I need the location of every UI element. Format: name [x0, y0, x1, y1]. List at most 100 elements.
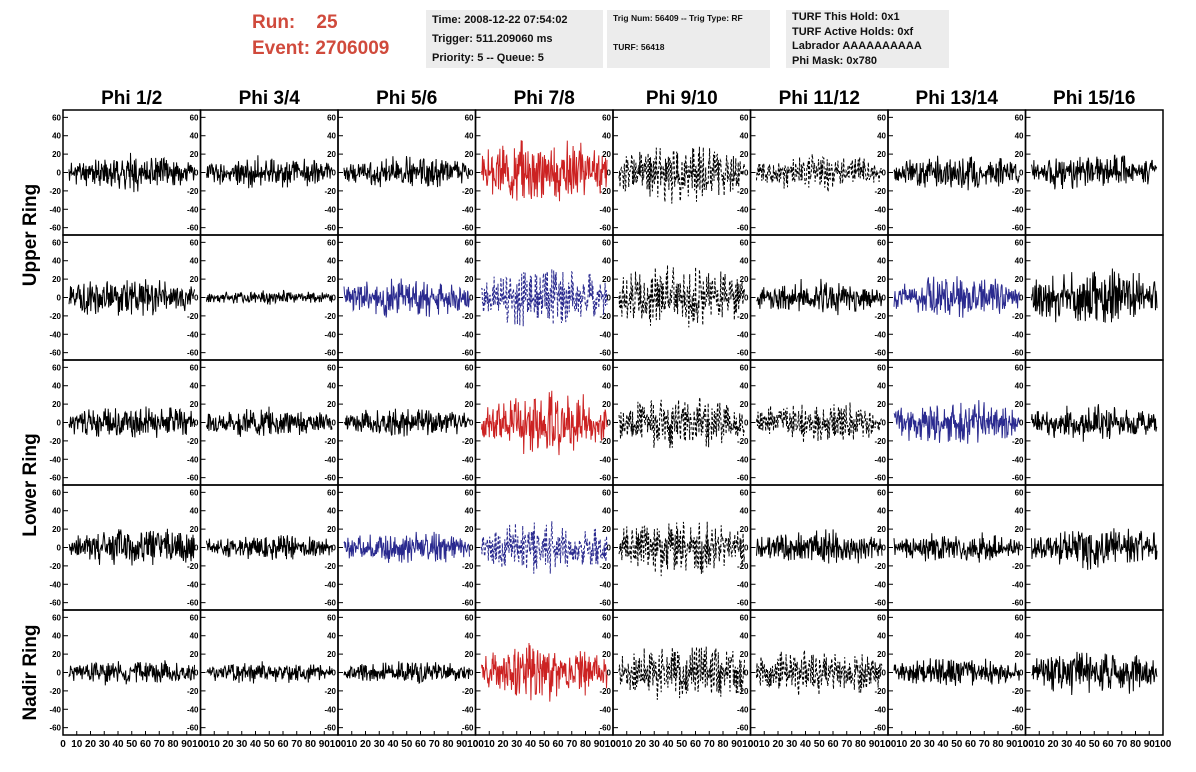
y-tick-label: 20 [1015, 275, 1024, 284]
time-text: Time: 2008-12-22 07:54:02 [432, 14, 568, 26]
x-tick-label: 20 [1047, 739, 1059, 750]
waveform-trace [206, 406, 333, 437]
y-tick-label: -40 [324, 580, 336, 589]
y-tick-label: 0 [1019, 419, 1024, 428]
x-tick-label: 40 [387, 739, 399, 750]
labrador-text: Labrador AAAAAAAAAA [792, 40, 922, 52]
waveform-trace [756, 650, 883, 696]
y-tick-label: 60 [465, 613, 474, 622]
y-tick-label: 0 [1019, 169, 1024, 178]
y-tick-label: 60 [1015, 113, 1024, 122]
y-tick-label: -40 [1012, 705, 1024, 714]
x-tick-label: 50 [126, 739, 138, 750]
x-tick-label: 60 [827, 739, 839, 750]
y-tick-label: 40 [327, 257, 336, 266]
x-tick-label: 100 [1017, 739, 1034, 750]
x-tick-label: 80 [442, 739, 454, 750]
y-tick-label: 0 [57, 544, 62, 553]
y-tick-label: 60 [740, 113, 749, 122]
x-tick-label: 20 [360, 739, 372, 750]
y-tick-label: -60 [187, 224, 199, 233]
waveform-trace [343, 156, 470, 188]
waveform-trace [206, 289, 333, 305]
phi-mask-text: Phi Mask: 0x780 [792, 54, 877, 67]
x-tick-label: 10 [1034, 739, 1046, 750]
ring-label: Upper Ring [20, 184, 41, 286]
y-tick-label: 20 [190, 525, 199, 534]
y-tick-label: -60 [324, 724, 336, 733]
x-tick-label: 50 [1089, 739, 1101, 750]
y-tick-label: 0 [469, 169, 474, 178]
waveform-trace [756, 154, 883, 194]
y-tick-label: 40 [740, 257, 749, 266]
y-tick-label: -20 [187, 687, 199, 696]
y-tick-label: 20 [465, 400, 474, 409]
y-tick-label: 60 [740, 238, 749, 247]
y-tick-label: -60 [599, 474, 611, 483]
y-tick-label: -60 [49, 724, 61, 733]
y-tick-label: -40 [737, 705, 749, 714]
ring-label: Lower Ring [20, 433, 41, 536]
priority-text: Priority: 5 -- Queue: 5 [432, 52, 544, 64]
x-tick-label: 90 [594, 739, 606, 750]
x-tick-label: 0 [198, 739, 204, 750]
y-tick-label: 0 [332, 294, 337, 303]
x-tick-label: 100 [1155, 739, 1172, 750]
y-tick-label: 60 [740, 363, 749, 372]
x-tick-label: 20 [910, 739, 922, 750]
x-tick-label: 90 [731, 739, 743, 750]
y-tick-label: -40 [187, 705, 199, 714]
run-row: Run: 25 [252, 10, 422, 36]
x-tick-label: 0 [1023, 739, 1029, 750]
y-tick-label: -20 [1012, 562, 1024, 571]
y-tick-label: 60 [602, 113, 611, 122]
y-tick-label: -20 [737, 437, 749, 446]
waveform-trace [481, 642, 608, 702]
x-tick-label: 10 [621, 739, 633, 750]
x-tick-label: 70 [429, 739, 441, 750]
x-tick-label: 50 [401, 739, 413, 750]
y-tick-label: -60 [49, 474, 61, 483]
y-tick-label: 40 [327, 132, 336, 141]
y-tick-label: -20 [187, 312, 199, 321]
y-tick-label: 20 [465, 150, 474, 159]
waveform-trace [756, 278, 883, 316]
column-header: Phi 13/14 [916, 88, 999, 109]
waveform-trace [68, 406, 195, 438]
run-event-box: Run: 25 Event: 2706009 [252, 10, 422, 68]
time-info-panel: Time: 2008-12-22 07:54:02 Trigger: 511.2… [426, 10, 603, 68]
y-tick-label: -20 [1012, 187, 1024, 196]
y-tick-label: 20 [52, 150, 61, 159]
y-tick-label: -60 [187, 474, 199, 483]
y-tick-label: 20 [740, 150, 749, 159]
x-tick-label: 60 [415, 739, 427, 750]
y-tick-label: -60 [1012, 724, 1024, 733]
y-tick-label: 20 [877, 650, 886, 659]
y-tick-label: 40 [602, 257, 611, 266]
turf-active-text: TURF Active Holds: 0xf [792, 25, 914, 38]
y-tick-label: 40 [190, 257, 199, 266]
y-tick-label: 60 [877, 113, 886, 122]
y-tick-label: -40 [324, 705, 336, 714]
y-tick-label: 40 [327, 382, 336, 391]
waveform-trace [618, 646, 745, 700]
y-tick-label: 0 [607, 669, 612, 678]
y-tick-label: -60 [1012, 349, 1024, 358]
y-tick-label: 20 [190, 150, 199, 159]
y-tick-label: -40 [599, 205, 611, 214]
y-tick-label: 60 [327, 113, 336, 122]
x-tick-label: 80 [855, 739, 867, 750]
y-tick-label: 60 [602, 363, 611, 372]
y-tick-label: 0 [194, 544, 199, 553]
y-tick-label: 40 [1015, 132, 1024, 141]
x-tick-label: 0 [885, 739, 891, 750]
y-tick-label: -40 [1012, 455, 1024, 464]
waveform-trace [1031, 651, 1158, 696]
y-tick-label: 60 [602, 238, 611, 247]
y-tick-label: 0 [194, 419, 199, 428]
y-tick-label: 20 [602, 150, 611, 159]
y-tick-label: -20 [599, 437, 611, 446]
y-tick-label: -40 [737, 205, 749, 214]
x-tick-label: 100 [192, 739, 209, 750]
